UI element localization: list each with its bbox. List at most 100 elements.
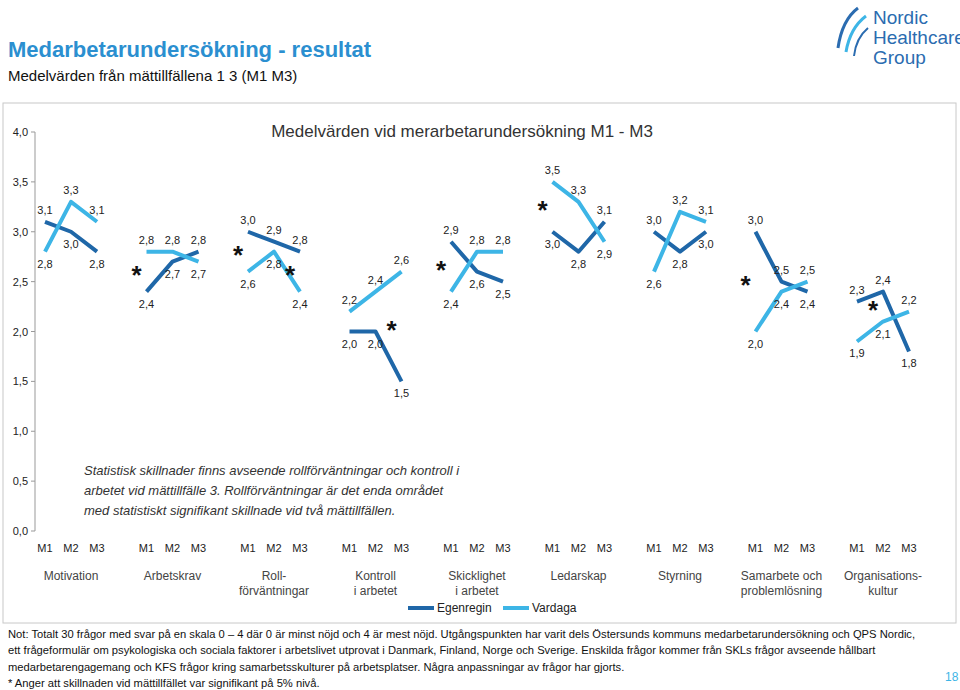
data-label: 3,1: [37, 204, 52, 216]
series-line: [857, 312, 909, 342]
data-label: 2,0: [342, 338, 357, 350]
data-labels: 3,1 3,0 2,8 2,4 2,7 2,8 3,0 2,9 2,8 2,0 2,0 1,5 2,9 2…: [37, 164, 916, 400]
x-tick-label: M2: [571, 542, 586, 554]
data-label: 3,0: [63, 238, 78, 250]
root: Medarbetarundersökning - resultatMedelvä…: [0, 0, 960, 690]
data-label: 2,4: [443, 298, 458, 310]
group-label: Styrning: [658, 569, 702, 583]
notes: Not: Totalt 30 frågor med svar på en ska…: [8, 626, 918, 690]
group-label: Motivation: [44, 569, 99, 583]
group-label: Arbetskrav: [144, 569, 201, 583]
data-label: 2,4: [292, 298, 307, 310]
data-label: 1,5: [394, 387, 409, 399]
data-label: 2,8: [37, 258, 52, 270]
data-label: 2,9: [266, 224, 281, 236]
data-label: 2,8: [672, 258, 687, 270]
data-label: 2,0: [748, 338, 763, 350]
group-label-line: kultur: [868, 584, 897, 598]
group-label: Organisations-kultur: [844, 569, 922, 598]
data-label: 3,1: [698, 204, 713, 216]
group-label-line: Skicklighet: [448, 569, 506, 583]
data-label: 2,1: [875, 328, 890, 340]
data-label: 2,7: [191, 268, 206, 280]
data-label: 3,3: [571, 184, 586, 196]
data-label: 2,2: [901, 294, 916, 306]
group-label-line: Samarbete och: [741, 569, 822, 583]
x-tick-label: M3: [394, 542, 409, 554]
data-label: 3,0: [646, 214, 661, 226]
x-tick-label: M3: [89, 542, 104, 554]
series-line: [451, 242, 503, 282]
series-line: [147, 252, 199, 262]
x-tick-label: M2: [875, 542, 890, 554]
data-label: 2,9: [597, 248, 612, 260]
data-label: 3,1: [89, 204, 104, 216]
data-label: 2,7: [165, 268, 180, 280]
page: {"header": {"title": "Medarbetarundersök…: [0, 0, 960, 690]
data-label: 2,5: [800, 264, 815, 276]
series-line: [451, 252, 503, 292]
data-label: 3,0: [240, 214, 255, 226]
y-tick: [31, 132, 35, 133]
data-label: 2,6: [240, 278, 255, 290]
x-tick-label: M1: [342, 542, 357, 554]
y-tick-label: 0,0: [13, 525, 28, 537]
x-tick-label: M1: [545, 542, 560, 554]
significance-marker: *: [740, 270, 751, 300]
legend-swatch: [408, 606, 434, 610]
x-tick-label: M3: [698, 542, 713, 554]
group-label-line: Arbetskrav: [144, 569, 201, 583]
annotation: Statistisk skillnader finns avseende rol…: [84, 461, 469, 521]
data-label: 2,8: [165, 234, 180, 246]
note-text: Not: Totalt 30 frågor med svar på en ska…: [8, 626, 918, 675]
y-tick-label: 2,5: [13, 276, 28, 288]
group-label: Roll-förväntningar: [239, 569, 309, 598]
data-label: 1,9: [849, 347, 864, 359]
data-label: 2,8: [495, 234, 510, 246]
group-label-line: Styrning: [658, 569, 702, 583]
x-tick-label: M1: [139, 542, 154, 554]
legend-label: Vardaga: [532, 601, 577, 615]
data-label: 2,3: [849, 284, 864, 296]
y-tick-label: 3,0: [13, 226, 28, 238]
footnote: * Anger att skillnaden vid mättillfället…: [8, 675, 918, 690]
data-label: 2,8: [469, 234, 484, 246]
x-tick-label: M2: [266, 542, 281, 554]
x-tick-label: M1: [240, 542, 255, 554]
y-tick: [31, 431, 35, 432]
data-label: 2,8: [191, 234, 206, 246]
group-label: Skickligheti arbetet: [448, 569, 506, 598]
logo-text: Nordic: [873, 7, 928, 28]
data-label: 2,5: [774, 264, 789, 276]
data-label: 3,0: [698, 238, 713, 250]
y-tick: [31, 231, 35, 232]
group-label: Kontrolli arbetet: [354, 569, 398, 598]
logo-text: Healthcare: [873, 27, 960, 48]
group-label-line: i arbetet: [354, 584, 398, 598]
page-title: Medarbetarundersökning - resultat: [8, 37, 372, 62]
data-label: 2,4: [774, 298, 789, 310]
data-label: 3,1: [597, 204, 612, 216]
data-label: 2,8: [571, 258, 586, 270]
group-label-line: Ledarskap: [550, 569, 606, 583]
data-label: 2,6: [646, 278, 661, 290]
significance-marker: *: [436, 255, 447, 285]
x-tick-label: M2: [368, 542, 383, 554]
data-label: 2,8: [89, 258, 104, 270]
data-label: 2,8: [139, 234, 154, 246]
chart-frame: [3, 103, 956, 623]
chart-svg: Medarbetarundersökning - resultatMedelvä…: [0, 0, 960, 690]
significance-marker: *: [868, 295, 879, 325]
data-label: 2,4: [368, 274, 383, 286]
data-label: 2,4: [875, 274, 890, 286]
x-tick-label: M3: [292, 542, 307, 554]
x-tick-label: M3: [800, 542, 815, 554]
group-label-line: Roll-: [262, 569, 287, 583]
data-label: 2,6: [469, 278, 484, 290]
x-tick-label: M2: [165, 542, 180, 554]
significance-marker: *: [131, 260, 142, 290]
y-tick-label: 1,0: [13, 425, 28, 437]
page-number: 18: [945, 670, 959, 684]
significance-marker: *: [233, 240, 244, 270]
x-tick-label: M3: [901, 542, 916, 554]
